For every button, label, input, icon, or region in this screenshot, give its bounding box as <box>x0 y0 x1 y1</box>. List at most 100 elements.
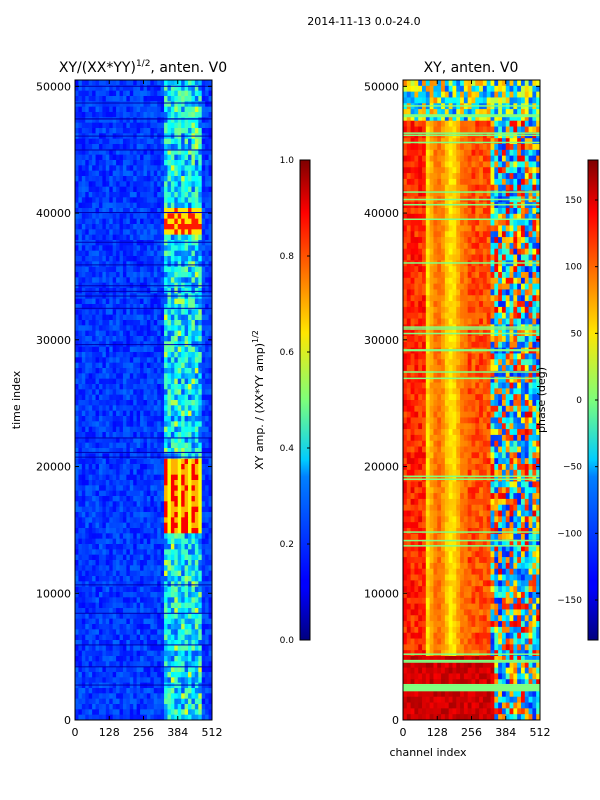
heatmap-cell <box>194 597 199 604</box>
heatmap-cell <box>184 352 189 358</box>
heatmap-cell <box>174 693 179 700</box>
heatmap-cell <box>194 709 199 716</box>
heatmap-cell <box>119 330 124 337</box>
heatmap-cell <box>198 165 203 172</box>
heatmap-cell <box>88 570 93 577</box>
heatmap-cell <box>119 410 124 417</box>
heatmap-cell <box>153 186 158 193</box>
heatmap-cell <box>194 560 199 566</box>
heatmap-cell <box>88 346 93 353</box>
heatmap-cell <box>146 693 151 700</box>
heatmap-cell <box>116 640 120 646</box>
heatmap-cell <box>174 304 179 310</box>
heatmap-cell <box>122 192 127 198</box>
heatmap-cell <box>92 645 96 652</box>
heatmap-cell <box>181 325 185 332</box>
heatmap-cell <box>188 709 192 716</box>
heatmap-cell <box>85 421 90 428</box>
heatmap-cell <box>143 714 148 720</box>
heatmap-cell <box>177 394 182 401</box>
heatmap-cell <box>119 186 124 193</box>
heatmap-cell <box>140 656 144 662</box>
heatmap-cell <box>85 229 90 236</box>
heatmap-cell <box>143 373 148 380</box>
heatmap-cell <box>188 176 192 182</box>
heatmap-cell <box>143 426 148 433</box>
heatmap-cell <box>136 373 141 380</box>
heatmap-cell <box>188 320 192 326</box>
heatmap-cell <box>208 389 212 396</box>
heatmap-cell <box>102 602 107 609</box>
heatmap-cell <box>112 661 117 668</box>
heatmap-cell <box>177 117 182 124</box>
heatmap-cell <box>140 272 144 278</box>
heatmap-cell <box>98 357 103 364</box>
heatmap-cell <box>116 325 120 332</box>
heatmap-cell <box>177 608 182 614</box>
heatmap-cell <box>133 394 138 401</box>
heatmap-cell <box>78 80 83 86</box>
heatmap-cell <box>167 554 172 561</box>
heatmap-cell <box>444 80 450 87</box>
heatmap-cell <box>85 576 90 582</box>
heatmap-cell <box>140 549 144 556</box>
heatmap-cell <box>112 432 117 438</box>
heatmap-cell <box>126 128 131 134</box>
heatmap-cell <box>208 704 212 710</box>
heatmap-cell <box>112 554 117 561</box>
heatmap-cell <box>92 453 96 460</box>
heatmap-cell <box>98 122 103 129</box>
heatmap-cell <box>78 512 83 518</box>
heatmap-cell <box>177 410 182 417</box>
heatmap-cell <box>109 586 114 593</box>
heatmap-cell <box>205 586 209 593</box>
heatmap-cell <box>136 378 141 385</box>
heatmap-cell <box>75 96 79 102</box>
heatmap-cell <box>188 277 192 284</box>
heatmap-cell <box>75 154 79 161</box>
heatmap-cell <box>112 469 117 476</box>
heatmap-cell <box>194 704 199 710</box>
heatmap-cell <box>174 640 179 646</box>
heatmap-cell <box>150 330 155 337</box>
heatmap-cell <box>85 613 90 620</box>
heatmap-cell <box>164 661 168 668</box>
heatmap-cell <box>98 421 103 428</box>
heatmap-cell <box>143 570 148 577</box>
heatmap-cell <box>157 442 162 449</box>
heatmap-cell <box>140 309 144 316</box>
heatmap-cell <box>122 538 127 545</box>
heatmap-cell <box>167 320 172 326</box>
heatmap-cell <box>98 277 103 284</box>
heatmap-cell <box>143 666 148 673</box>
heatmap-cell <box>150 634 155 641</box>
heatmap-cell <box>181 298 185 305</box>
heatmap-cell <box>105 704 110 710</box>
heatmap-cell <box>177 496 182 502</box>
heatmap-cell <box>78 330 83 337</box>
heatmap-cell <box>102 522 107 529</box>
heatmap-cell <box>136 224 141 230</box>
heatmap-cell <box>119 320 124 326</box>
left-panel: XY/(XX*YY)1/2, anten. V0 0 128 256 384 512 0… <box>10 59 227 739</box>
heatmap-cell <box>92 362 96 369</box>
heatmap-cell <box>157 192 162 198</box>
heatmap-cell <box>109 613 114 620</box>
heatmap-cell <box>188 426 192 433</box>
heatmap-cell <box>146 608 151 614</box>
heatmap-cell <box>112 490 117 497</box>
heatmap-cell <box>95 394 100 401</box>
heatmap-cell <box>184 416 189 422</box>
heatmap-cell <box>184 704 189 710</box>
heatmap-cell <box>92 650 96 657</box>
heatmap-cell <box>150 581 155 588</box>
heatmap-cell <box>177 277 182 284</box>
heatmap-cell <box>208 640 212 646</box>
heatmap-cell <box>92 581 96 588</box>
heatmap-cell <box>184 149 189 156</box>
heatmap-cell <box>208 597 212 604</box>
heatmap-cell <box>122 602 127 609</box>
heatmap-cell <box>119 426 124 433</box>
heatmap-cell <box>140 709 144 716</box>
heatmap-cell <box>140 208 144 214</box>
